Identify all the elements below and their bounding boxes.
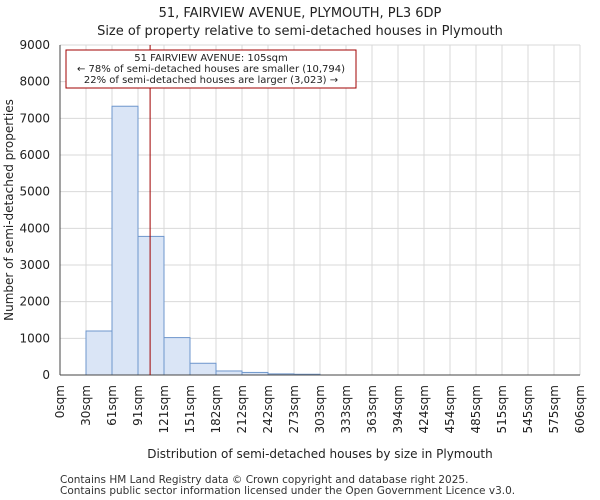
y-tick-label: 6000	[19, 148, 50, 162]
histogram-bar	[85, 330, 113, 376]
y-tick-label: 4000	[19, 221, 50, 235]
annotation-box	[65, 49, 357, 89]
histogram-bar	[111, 105, 139, 376]
y-tick-label: 5000	[19, 185, 50, 199]
annotation-line-2: ← 78% of semi-detached houses are smalle…	[77, 64, 345, 75]
y-tick-label: 8000	[19, 75, 50, 89]
footer-line-1: Contains HM Land Registry data © Crown c…	[60, 474, 469, 486]
histogram-bar	[215, 370, 243, 376]
x-tick-label: 545sqm	[521, 385, 535, 433]
x-tick-label: 273sqm	[287, 385, 301, 433]
x-tick-label: 30sqm	[79, 385, 93, 426]
x-tick-label: 61sqm	[105, 385, 119, 426]
histogram-bar	[189, 362, 217, 376]
x-tick-label: 242sqm	[261, 385, 275, 433]
annotation-line-3: 22% of semi-detached houses are larger (…	[84, 75, 338, 86]
x-tick-label: 303sqm	[313, 385, 327, 433]
y-tick-label: 9000	[19, 38, 50, 52]
x-tick-label: 363sqm	[365, 385, 379, 433]
x-tick-label: 0sqm	[53, 385, 67, 418]
x-tick-label: 182sqm	[209, 385, 223, 433]
x-tick-label: 151sqm	[183, 385, 197, 433]
footer-line-2: Contains public sector information licen…	[60, 485, 516, 497]
x-tick-label: 333sqm	[339, 385, 353, 433]
chart-title: 51, FAIRVIEW AVENUE, PLYMOUTH, PL3 6DP	[158, 6, 442, 21]
x-tick-label: 91sqm	[131, 385, 145, 426]
x-tick-label: 121sqm	[157, 385, 171, 433]
x-tick-label: 424sqm	[417, 385, 431, 433]
histogram-bar	[163, 337, 191, 376]
annotation-line-1: 51 FAIRVIEW AVENUE: 105sqm	[134, 53, 288, 64]
y-tick-label: 3000	[19, 258, 50, 272]
y-axis-label: Number of semi-detached properties	[2, 99, 16, 321]
y-tick-label: 1000	[19, 331, 50, 345]
x-tick-label: 394sqm	[391, 385, 405, 433]
x-tick-label: 454sqm	[443, 385, 457, 433]
x-tick-label: 212sqm	[235, 385, 249, 433]
x-tick-label: 485sqm	[469, 385, 483, 433]
x-axis-label: Distribution of semi-detached houses by …	[147, 447, 493, 461]
y-tick-label: 2000	[19, 295, 50, 309]
x-tick-label: 575sqm	[547, 385, 561, 433]
histogram-bar	[137, 235, 165, 376]
y-tick-label: 7000	[19, 111, 50, 125]
y-tick-label: 0	[42, 368, 50, 382]
x-tick-label: 515sqm	[495, 385, 509, 433]
x-tick-label: 606sqm	[573, 385, 587, 433]
chart-subtitle: Size of property relative to semi-detach…	[97, 24, 503, 39]
